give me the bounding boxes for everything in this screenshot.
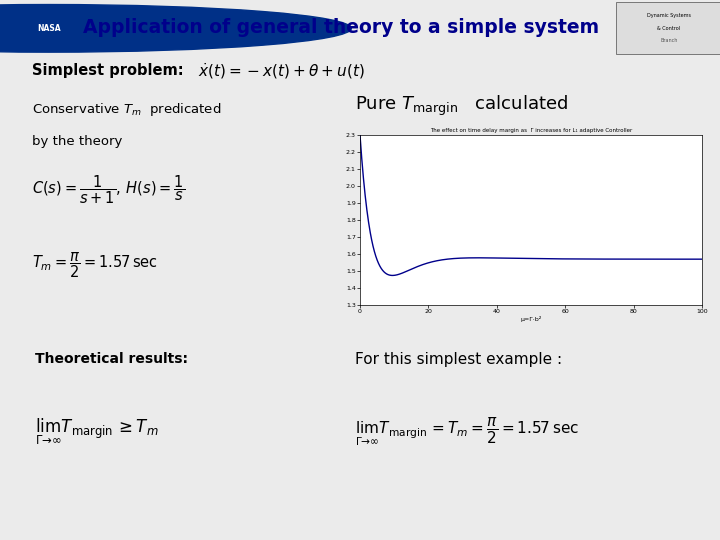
FancyBboxPatch shape <box>616 2 720 55</box>
Text: Conservative $T_m$  predicated: Conservative $T_m$ predicated <box>32 101 221 118</box>
Text: For this simplest example :: For this simplest example : <box>356 352 562 367</box>
Text: $\lim_{\Gamma \to \infty} T_{\mathrm{margin}} = T_m = \dfrac{\pi}{2} = 1.57\,\ma: $\lim_{\Gamma \to \infty} T_{\mathrm{mar… <box>356 416 580 448</box>
Text: Pure $T_{\mathrm{margin}}$   calculated: Pure $T_{\mathrm{margin}}$ calculated <box>356 94 568 118</box>
Text: by the theory: by the theory <box>32 135 122 148</box>
Text: Theoretical results:: Theoretical results: <box>35 352 188 366</box>
Text: Application of general theory to a simple system: Application of general theory to a simpl… <box>83 18 599 37</box>
Text: $\dot{x}(t) = -x(t) + \theta + u(t)$: $\dot{x}(t) = -x(t) + \theta + u(t)$ <box>198 61 364 80</box>
Text: $C(s) = \dfrac{1}{s+1},\, H(s) = \dfrac{1}{s}$: $C(s) = \dfrac{1}{s+1},\, H(s) = \dfrac{… <box>32 173 185 206</box>
Text: Dynamic Systems: Dynamic Systems <box>647 14 691 18</box>
Circle shape <box>0 4 351 52</box>
Text: Branch: Branch <box>660 38 678 43</box>
Text: Simplest problem:: Simplest problem: <box>32 63 184 78</box>
Text: NASA: NASA <box>37 24 60 33</box>
Text: $\lim_{\Gamma \to \infty} T_{\mathrm{margin}} \geq T_m$: $\lim_{\Gamma \to \infty} T_{\mathrm{mar… <box>35 417 159 447</box>
X-axis label: μ=Γ·b²: μ=Γ·b² <box>521 316 541 322</box>
Text: $T_m = \dfrac{\pi}{2} = 1.57\,\mathrm{sec}$: $T_m = \dfrac{\pi}{2} = 1.57\,\mathrm{se… <box>32 251 158 280</box>
Title: The effect on time delay margin as  Γ increases for L₁ adaptive Controller: The effect on time delay margin as Γ inc… <box>430 128 632 133</box>
Text: & Control: & Control <box>657 26 680 31</box>
